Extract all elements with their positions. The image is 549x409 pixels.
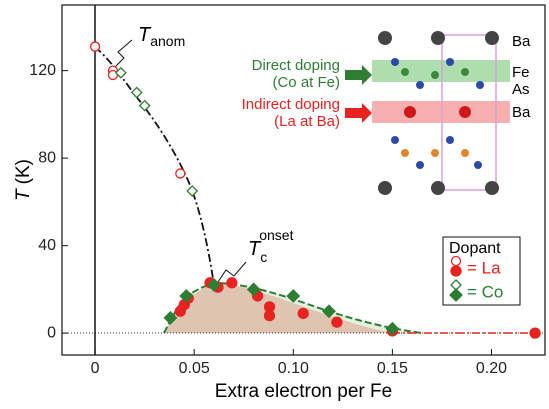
anom-pointer [112, 40, 132, 70]
tc-point [227, 278, 237, 288]
inset-text: (La at Ba) [274, 113, 340, 130]
onset-label: Tconset [248, 227, 294, 265]
text-part: anom [150, 33, 185, 49]
legend-label: = La [467, 258, 501, 277]
tc-point [530, 328, 540, 338]
atom-label: As [512, 81, 530, 98]
inset-text: (Co at Fe) [272, 74, 340, 91]
text-part: onset [259, 227, 293, 243]
atom-label: Ba [512, 104, 531, 121]
tc-point [332, 317, 342, 327]
y-tick-label: 120 [29, 62, 56, 79]
atom-label: Fe [512, 64, 530, 81]
anom-point [187, 186, 197, 196]
chart: 0 0.05 0.10 0.15 0.20 0 40 80 120 Extra electron … [0, 0, 549, 409]
y-tick-label: 0 [47, 324, 56, 341]
x-tick-label: 0.10 [278, 360, 309, 377]
y-tick-label: 40 [38, 237, 56, 254]
y-tick-label: 80 [38, 149, 56, 166]
text-part: T [13, 188, 34, 201]
x-axis-label: Extra electron per Fe [215, 381, 392, 402]
inset [345, 31, 510, 195]
legend-label: = Co [467, 282, 503, 301]
anom-label: Tanom [138, 24, 185, 48]
tc-point [298, 308, 308, 318]
anom-point [140, 101, 150, 111]
inset-text: Direct doping [252, 57, 340, 74]
legend-marker [451, 266, 461, 276]
anom-point [91, 42, 100, 51]
text-part: (K) [13, 159, 34, 184]
x-tick-label: 0 [91, 360, 100, 377]
x-tick-label: 0.05 [179, 360, 210, 377]
x-tick-label: 0.20 [476, 360, 507, 377]
legend-marker [452, 257, 461, 266]
anom-guide [95, 47, 214, 285]
x-tick-label: 0.15 [377, 360, 408, 377]
y-axis-label: T (K) [13, 159, 34, 201]
atom-label: Ba [512, 33, 531, 50]
text-part: c [260, 249, 267, 265]
legend-title: Dopant [449, 240, 501, 257]
anom-point [132, 88, 142, 98]
anom-point [176, 169, 185, 178]
inset-text: Indirect doping [242, 96, 340, 113]
tc-point [265, 311, 275, 321]
